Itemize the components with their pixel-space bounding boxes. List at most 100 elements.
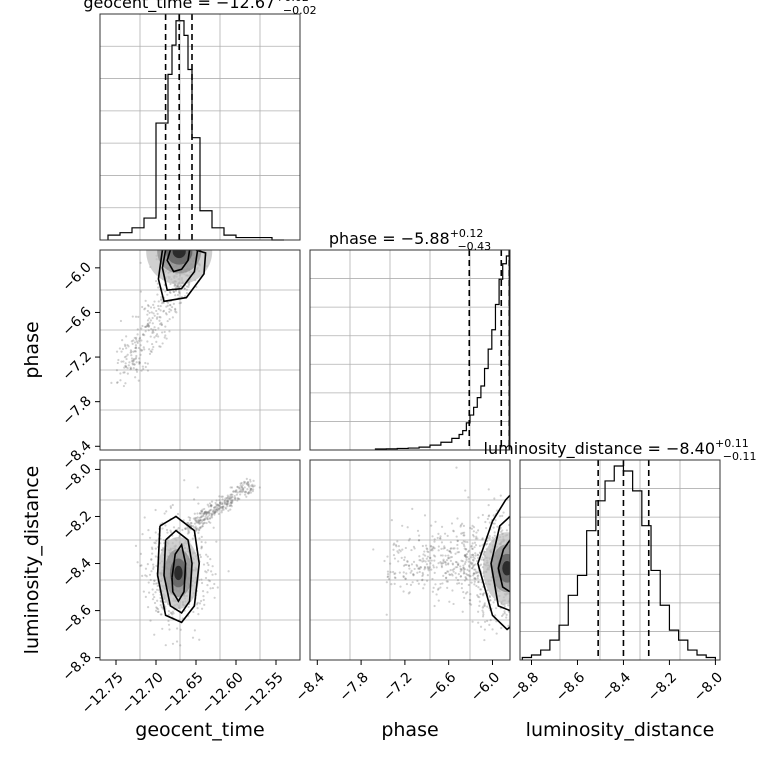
sample-point [537, 538, 539, 540]
sample-point [214, 501, 217, 505]
sample-point [524, 538, 526, 540]
sample-point [229, 501, 232, 504]
sample-point [386, 555, 389, 558]
sample-point [471, 567, 474, 570]
sample-point [152, 345, 155, 349]
sample-point [427, 559, 430, 563]
sample-point [394, 543, 398, 547]
sample-point [177, 526, 180, 530]
sample-point [539, 529, 541, 531]
sample-point [225, 496, 228, 500]
sample-point [483, 550, 486, 553]
sample-point [146, 319, 150, 322]
sample-point [406, 526, 409, 529]
sample-point [147, 305, 150, 308]
sample-point [214, 511, 217, 514]
sample-point [197, 521, 200, 524]
sample-point [196, 521, 199, 524]
sample-point [131, 342, 134, 346]
sample-point [155, 340, 158, 343]
sample-point [187, 248, 189, 250]
sample-point [203, 521, 206, 524]
sample-point [489, 599, 492, 602]
sample-point [563, 561, 565, 563]
sample-point [216, 503, 219, 506]
sample-point [488, 623, 491, 627]
sample-point [208, 514, 211, 517]
sample-point [154, 555, 157, 558]
sample-point [402, 590, 405, 593]
sample-point [511, 504, 513, 506]
sample-point [230, 501, 233, 504]
sample-point [466, 555, 469, 559]
title-plus: +0.02 [275, 0, 309, 4]
sample-point [210, 514, 214, 517]
sample-point [132, 350, 135, 353]
sample-point [170, 309, 173, 312]
sample-point [171, 610, 174, 613]
sample-point [450, 555, 453, 559]
sample-point [221, 505, 224, 508]
sample-point [472, 574, 475, 577]
sample-point [206, 510, 210, 514]
sample-point [161, 245, 163, 247]
sample-point [431, 577, 434, 581]
sample-point [230, 499, 234, 503]
sample-point [479, 592, 482, 596]
sample-point [198, 537, 201, 540]
sample-point [123, 366, 126, 369]
sample-point [543, 561, 545, 563]
sample-point [211, 512, 214, 515]
sample-point [129, 367, 133, 370]
sample-point [144, 361, 147, 365]
sample-point [135, 368, 139, 371]
sample-point [146, 324, 149, 328]
sample-point [541, 571, 543, 573]
sample-point [172, 234, 174, 236]
sample-point [463, 534, 466, 537]
sample-point [227, 500, 230, 503]
sample-point [166, 304, 169, 307]
sample-point [144, 574, 147, 577]
sample-point [188, 245, 190, 247]
sample-point [489, 599, 492, 602]
sample-point [494, 614, 497, 617]
sample-point [228, 498, 231, 501]
sample-point [229, 499, 233, 502]
sample-point [210, 504, 213, 507]
sample-point [444, 554, 447, 557]
sample-point [425, 579, 429, 582]
sample-point [484, 520, 487, 524]
sample-point [517, 586, 519, 588]
sample-point [164, 334, 167, 337]
sample-point [205, 521, 208, 525]
sample-point [489, 619, 492, 622]
sample-point [174, 247, 176, 249]
sample-point [201, 508, 204, 511]
sample-point [495, 607, 498, 610]
sample-point [503, 610, 506, 613]
sample-point [469, 599, 472, 602]
sample-point [512, 543, 514, 545]
sample-point [467, 549, 471, 552]
sample-point [150, 546, 154, 549]
sample-point [183, 233, 185, 235]
sample-point [174, 243, 176, 245]
sample-point [424, 566, 427, 569]
sample-point [471, 524, 474, 527]
phase-vs-geocent-time [100, 233, 300, 450]
sample-point [191, 537, 194, 540]
sample-point [161, 607, 164, 610]
sample-point [145, 325, 148, 328]
sample-point [161, 288, 164, 291]
sample-point [532, 619, 534, 621]
sample-point [513, 551, 515, 553]
sample-point [521, 567, 523, 569]
sample-point [230, 501, 233, 505]
sample-point [475, 584, 478, 588]
sample-point [184, 527, 187, 530]
sample-point [492, 601, 495, 604]
sample-point [514, 575, 516, 577]
sample-point [187, 285, 190, 289]
sample-point [540, 551, 542, 553]
